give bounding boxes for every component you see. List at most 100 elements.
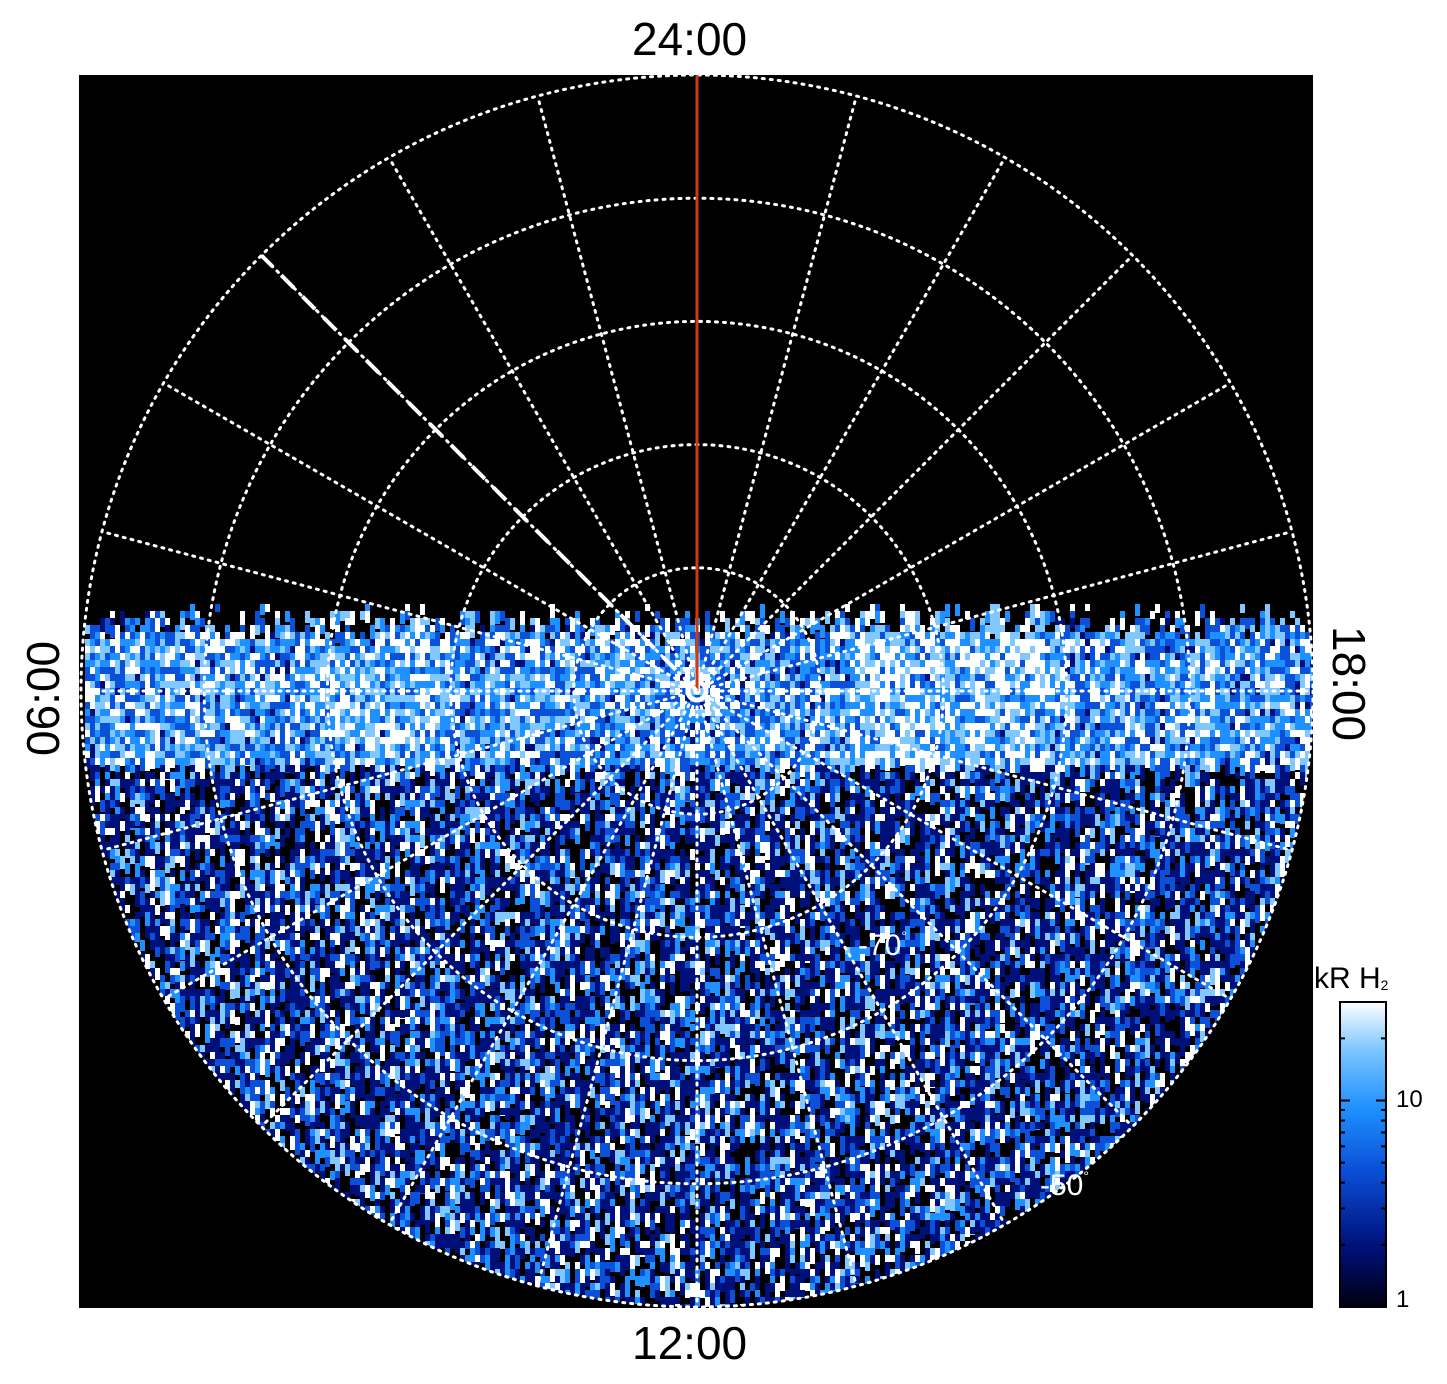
emission-cell — [1165, 660, 1170, 671]
emission-cell — [430, 737, 435, 745]
emission-cell — [800, 632, 805, 642]
emission-cell — [1095, 667, 1100, 675]
emission-cell — [770, 660, 775, 668]
emission-cell — [180, 653, 185, 666]
emission-cell — [665, 688, 670, 695]
emission-cell — [140, 758, 145, 771]
emission-cell — [95, 639, 100, 651]
emission-cell — [675, 688, 680, 695]
emission-cell — [885, 660, 890, 671]
emission-cell — [1250, 688, 1255, 701]
emission-cell — [225, 695, 230, 704]
emission-cell — [595, 632, 600, 645]
emission-cell — [660, 618, 665, 634]
emission-cell — [540, 681, 545, 688]
emission-cell — [885, 625, 890, 633]
emission-cell — [865, 674, 870, 687]
emission-cell — [590, 688, 595, 699]
emission-cell — [750, 667, 755, 680]
emission-cell — [725, 653, 730, 664]
emission-cell — [955, 716, 960, 724]
emission-cell — [1005, 681, 1010, 694]
emission-cell — [1155, 730, 1160, 738]
emission-cell — [540, 660, 545, 667]
emission-cell — [1110, 660, 1115, 669]
emission-cell — [960, 695, 965, 706]
emission-cell — [1085, 660, 1090, 671]
emission-cell — [435, 695, 440, 705]
emission-cell — [845, 653, 850, 660]
emission-cell — [1215, 646, 1220, 657]
emission-cell — [910, 667, 915, 679]
emission-cell — [120, 758, 125, 766]
emission-cell — [135, 716, 140, 723]
emission-cell — [315, 674, 320, 682]
emission-cell — [510, 618, 515, 630]
emission-cell — [1130, 709, 1135, 716]
emission-cell — [1090, 653, 1095, 661]
emission-cell — [610, 660, 615, 673]
emission-cell — [595, 730, 600, 737]
emission-cell — [90, 639, 95, 650]
emission-cell — [1130, 632, 1135, 640]
emission-cell — [225, 702, 230, 709]
emission-cell — [990, 674, 995, 686]
emission-cell — [150, 653, 155, 665]
emission-cell — [1220, 695, 1225, 705]
emission-cell — [305, 695, 310, 705]
emission-cell — [955, 681, 960, 689]
emission-cell — [155, 660, 160, 667]
emission-cell — [810, 688, 815, 695]
emission-cell — [1165, 674, 1170, 681]
emission-cell — [875, 702, 880, 710]
emission-cell — [1130, 730, 1135, 738]
emission-cell — [1080, 667, 1085, 679]
emission-cell — [425, 632, 430, 640]
emission-cell — [480, 639, 485, 646]
emission-cell — [785, 688, 790, 700]
emission-cell — [1045, 639, 1050, 647]
emission-cell — [400, 758, 405, 766]
emission-cell — [445, 639, 450, 647]
emission-cell — [840, 653, 845, 662]
emission-cell — [240, 758, 245, 765]
emission-cell — [985, 646, 990, 657]
emission-cell — [825, 758, 830, 766]
emission-cell — [760, 681, 765, 691]
emission-cell — [1115, 674, 1120, 683]
emission-cell — [1280, 618, 1285, 627]
emission-cell — [1135, 674, 1140, 681]
emission-cell — [265, 653, 270, 660]
emission-cell — [1020, 730, 1025, 738]
emission-cell — [1260, 611, 1265, 619]
emission-cell — [305, 632, 310, 642]
emission-cell — [595, 695, 600, 702]
emission-cell — [285, 660, 290, 667]
emission-cell — [1280, 674, 1285, 686]
emission-cell — [1295, 618, 1300, 627]
emission-cell — [525, 688, 530, 698]
emission-cell — [1275, 667, 1280, 679]
emission-cell — [430, 646, 435, 656]
emission-cell — [945, 681, 950, 690]
emission-cell — [705, 667, 710, 680]
emission-cell — [1055, 667, 1060, 674]
emission-cell — [510, 653, 515, 661]
emission-cell — [655, 744, 660, 752]
emission-cell — [465, 730, 470, 738]
emission-cell — [1225, 695, 1230, 704]
emission-cell — [565, 653, 570, 664]
emission-cell — [1125, 653, 1130, 663]
emission-cell — [735, 660, 740, 668]
emission-cell — [590, 653, 595, 664]
emission-cell — [1190, 674, 1195, 687]
emission-cell — [165, 639, 170, 648]
emission-cell — [380, 618, 385, 631]
emission-cell — [1030, 611, 1035, 625]
emission-cell — [1275, 681, 1280, 690]
emission-cell — [85, 639, 90, 649]
emission-cell — [1175, 688, 1180, 698]
emission-cell — [645, 758, 650, 774]
emission-cell — [565, 625, 570, 636]
emission-cell — [525, 667, 530, 676]
